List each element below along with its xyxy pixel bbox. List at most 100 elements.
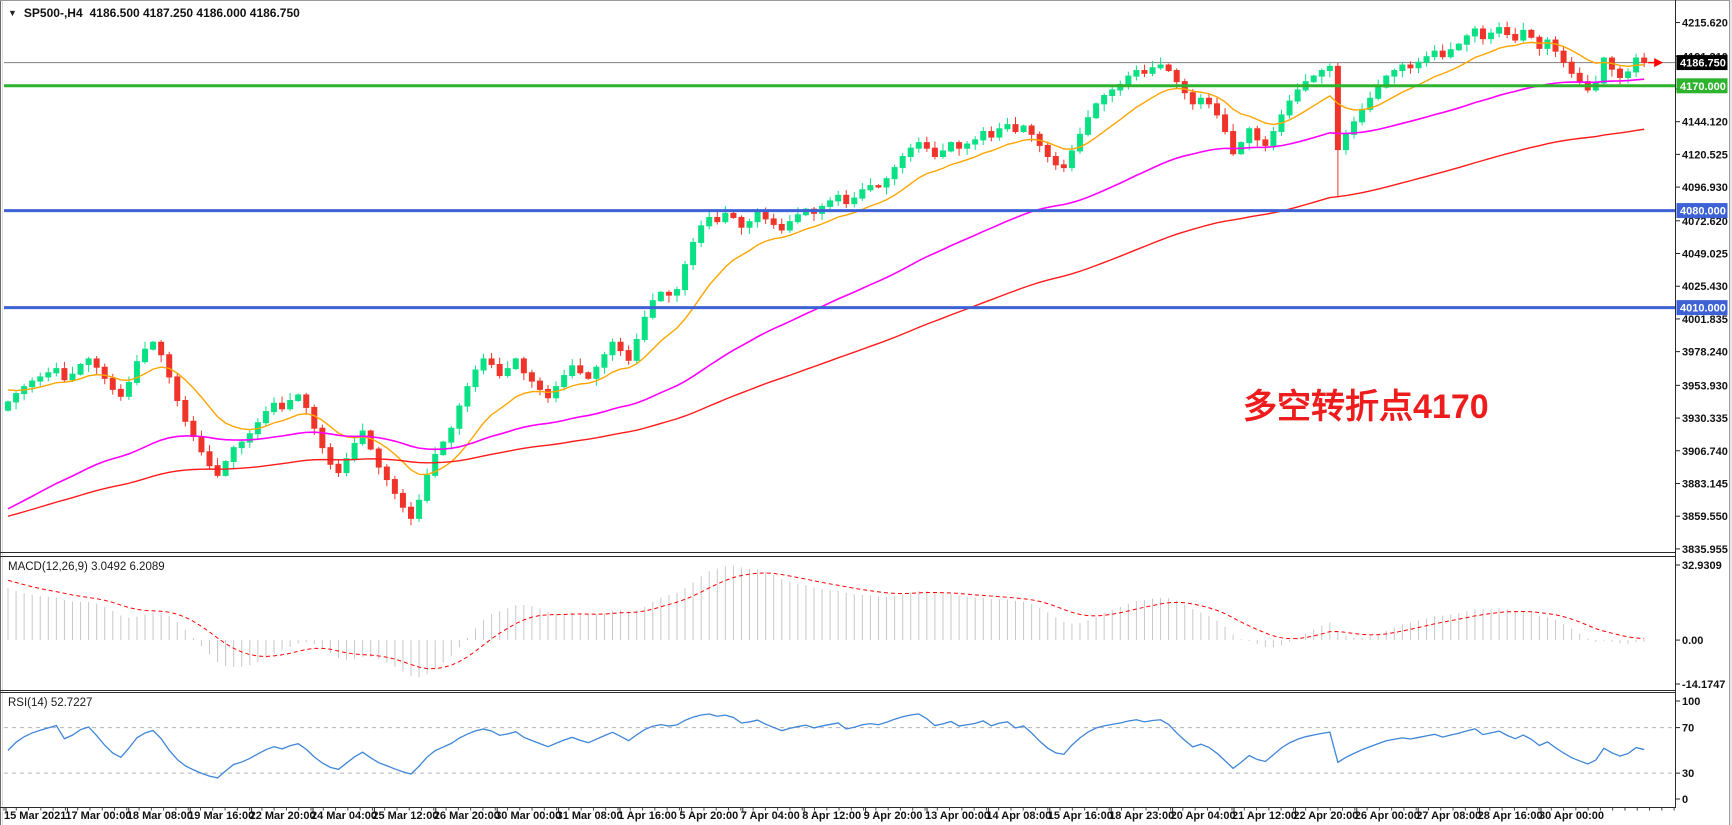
time-axis-label: 17 Mar 00:00 — [65, 810, 132, 822]
candle-body — [1512, 34, 1519, 41]
candle-body — [673, 289, 680, 296]
candle-body — [488, 358, 495, 365]
time-axis-label: 24 Mar 04:00 — [311, 810, 378, 822]
time-axis-label: 30 Apr 00:00 — [1539, 810, 1605, 822]
candle-body — [504, 368, 511, 377]
candle-body — [1173, 70, 1180, 83]
candle-body — [964, 143, 971, 149]
ohlc-readout: 4186.500 4187.250 4186.000 4186.750 — [89, 6, 300, 20]
candle-body — [375, 448, 382, 468]
candle-body — [448, 427, 455, 443]
candle-body — [512, 358, 519, 370]
candle-body — [1125, 75, 1132, 85]
candle-body — [133, 361, 140, 383]
time-axis-label: 1 Apr 16:00 — [618, 810, 677, 822]
candle-body — [53, 368, 60, 374]
rsi-tick-label: 30 — [1682, 768, 1694, 780]
candle-body — [391, 479, 398, 494]
candle-body — [1028, 125, 1035, 135]
candle-body — [682, 264, 689, 291]
symbol-dropdown-icon[interactable]: ▼ — [8, 8, 17, 18]
time-axis-label: 20 Apr 04:00 — [1170, 810, 1236, 822]
candle-body — [1625, 71, 1632, 78]
candle-body — [1407, 64, 1414, 69]
price-tick-label: 3953.930 — [1682, 380, 1728, 392]
candle-body — [1560, 50, 1567, 63]
rsi-tick-label: 70 — [1682, 723, 1694, 735]
candle-body — [988, 131, 995, 138]
candle-body — [1326, 65, 1333, 72]
candle-body — [722, 212, 729, 223]
candle-body — [617, 341, 624, 352]
candle-body — [295, 394, 302, 402]
candle-body — [577, 365, 584, 374]
rsi-indicator-label: RSI(14) 52.7227 — [8, 697, 93, 709]
macd-panel-plot[interactable]: 32.9309 0.00 -14.1747 — [0, 556, 1732, 692]
candle-body — [923, 142, 930, 149]
candle-body — [1133, 70, 1140, 77]
price-tick-label: 3835.955 — [1682, 544, 1728, 556]
candle-body — [835, 194, 842, 202]
time-axis[interactable]: 15 Mar 2021 17 Mar 00:00 18 Mar 08:00 19 Ma… — [0, 810, 1732, 825]
candle-body — [520, 358, 527, 374]
candle-body — [198, 436, 205, 453]
candle-body — [29, 380, 36, 388]
candle-body — [899, 156, 906, 169]
candle-body — [1020, 125, 1027, 133]
candle-body — [762, 211, 769, 220]
candle-body — [1197, 97, 1204, 105]
candle-body — [561, 375, 568, 388]
candle-body — [1463, 35, 1470, 45]
price-tick-label: 3883.145 — [1682, 478, 1728, 490]
candle-body — [246, 433, 253, 443]
price-tick-label: 3859.550 — [1682, 511, 1728, 523]
ma-line-EMA-fast — [7, 41, 1645, 476]
candle-body — [593, 366, 600, 379]
candle-body — [690, 241, 697, 266]
candle-body — [996, 128, 1003, 138]
price-arrow-head — [1654, 58, 1664, 68]
time-axis-label: 31 Mar 08:00 — [556, 810, 623, 822]
price-tick-label: 4144.120 — [1682, 117, 1728, 129]
candle-body — [657, 291, 664, 302]
candle-body — [1641, 57, 1648, 64]
candle-body — [464, 386, 471, 407]
candle-body — [1439, 50, 1446, 58]
price-tick-label: 3930.335 — [1682, 413, 1728, 425]
candle-body — [1189, 92, 1196, 105]
candle-body — [851, 197, 858, 205]
macd-tick-label: -14.1747 — [1682, 679, 1725, 691]
time-axis-label: 18 Mar 08:00 — [126, 810, 193, 822]
candle-body — [1528, 29, 1535, 38]
candle-body — [383, 466, 390, 481]
time-axis-label: 22 Mar 20:00 — [249, 810, 316, 822]
window-right-border-outer — [1730, 0, 1732, 825]
candle-body — [1552, 39, 1559, 52]
candle-body — [150, 341, 157, 350]
candle-body — [1254, 128, 1261, 141]
candle-body — [867, 185, 874, 191]
candle-body — [1068, 150, 1075, 169]
candle-body — [633, 339, 640, 361]
candle-body — [5, 401, 11, 411]
price-tick-label: 4049.025 — [1682, 249, 1728, 261]
rsi-panel-plot[interactable]: 100 70 30 0 — [0, 692, 1732, 814]
candle-body — [142, 348, 149, 363]
time-axis-label: 18 Apr 23:00 — [1109, 810, 1175, 822]
candle-body — [1149, 67, 1156, 74]
rsi-line — [7, 713, 1645, 779]
time-axis-label: 26 Apr 00:00 — [1354, 810, 1420, 822]
window-left-border — [0, 0, 1, 825]
candle-body — [1157, 64, 1164, 69]
candle-body — [859, 189, 866, 199]
candle-body — [1294, 89, 1301, 102]
main-chart-plot[interactable]: 4215.6204191.3104167.7154144.1204120.525… — [0, 0, 1732, 556]
candle-body — [1496, 27, 1503, 34]
candle-body — [408, 506, 414, 519]
candle-body — [472, 369, 479, 388]
hline-price-box — [1676, 203, 1728, 219]
candle-body — [738, 217, 745, 228]
candle-body — [907, 147, 914, 158]
candle-body — [1544, 39, 1551, 49]
rsi-tick-label: 100 — [1682, 696, 1700, 708]
